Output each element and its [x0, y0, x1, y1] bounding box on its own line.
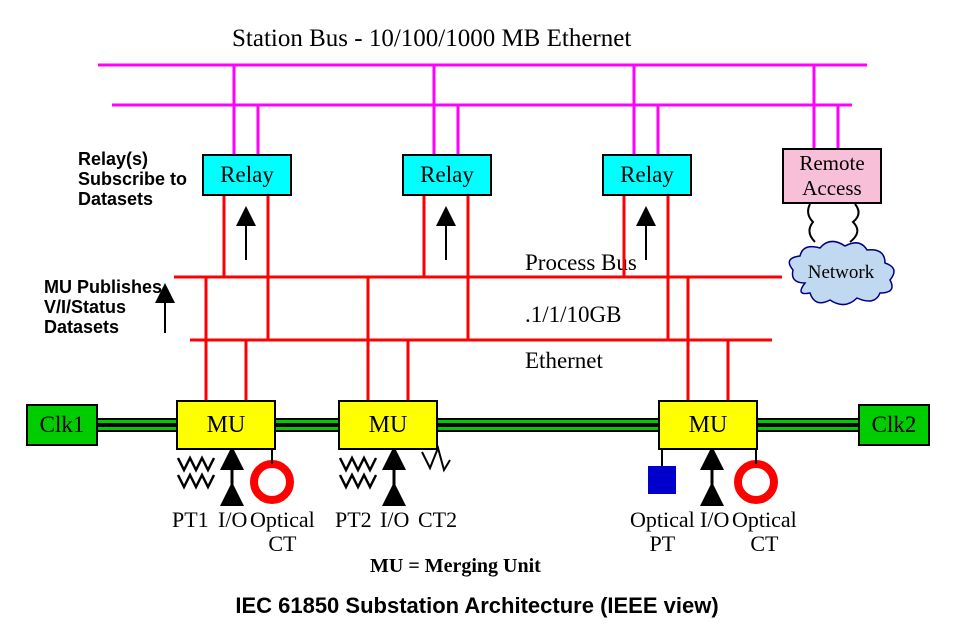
- clk1-box: Clk1: [26, 404, 98, 446]
- sensor-symbols: [0, 0, 954, 643]
- mu-3: MU: [658, 400, 758, 450]
- relay-2: Relay: [402, 154, 492, 196]
- remote-access-l1: Remote: [799, 151, 864, 176]
- network-text: Network: [808, 262, 875, 283]
- mu-2: MU: [338, 400, 438, 450]
- remote-access-l2: Access: [802, 176, 861, 201]
- remote-access-box: Remote Access: [782, 148, 882, 204]
- network-cloud: Network: [785, 238, 905, 318]
- relay-1: Relay: [202, 154, 292, 196]
- clk2-box: Clk2: [858, 404, 930, 446]
- relay-3: Relay: [602, 154, 692, 196]
- mu-1: MU: [176, 400, 276, 450]
